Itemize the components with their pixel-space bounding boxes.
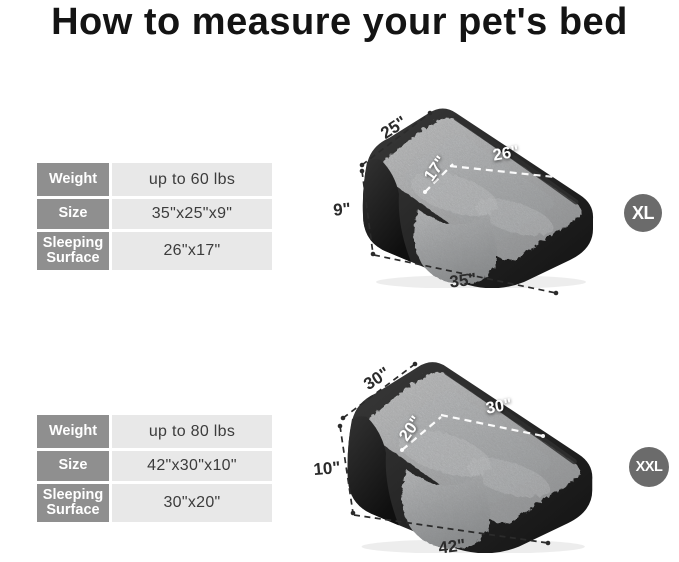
bed-figure-xl: 25" 9" 35" 17" 26" — [320, 78, 620, 303]
dimension-endpoint-dot — [541, 434, 545, 438]
size-badge-xl: XL — [624, 194, 662, 232]
spec-label: Weight — [37, 163, 109, 196]
spec-value: 26"x17" — [112, 232, 272, 270]
dimension-line-inner-length — [440, 413, 544, 438]
dimension-lines-xl — [359, 110, 575, 296]
dimension-lines-xxl — [337, 361, 551, 546]
spec-label: Sleeping Surface — [37, 484, 109, 522]
spec-label: Weight — [37, 415, 109, 448]
dimension-endpoint-dot — [350, 510, 356, 516]
dimension-label-bottom: 35" — [448, 269, 478, 292]
dimension-line-bottom — [353, 514, 549, 544]
spec-label: Sleeping Surface — [37, 232, 109, 270]
spec-value: 42"x30"x10" — [112, 451, 272, 481]
dimension-line-top — [361, 112, 431, 166]
spec-table-xxl: Weight up to 80 lbs Size 42"x30"x10" Sle… — [37, 415, 272, 522]
page-title: How to measure your pet's bed — [51, 1, 628, 43]
dimension-endpoint-dot — [545, 540, 551, 546]
dimension-endpoint-dot — [571, 177, 575, 181]
spec-label: Size — [37, 451, 109, 481]
size-badge-xxl: XXL — [629, 447, 669, 487]
dimension-line-top — [342, 363, 416, 419]
dimension-endpoint-dot — [423, 190, 427, 194]
spec-value: up to 60 lbs — [112, 163, 272, 196]
dimension-endpoint-dot — [359, 168, 365, 174]
dimension-endpoint-dot — [412, 361, 418, 367]
dimension-endpoint-dot — [359, 162, 365, 168]
dimension-line-height — [339, 425, 354, 514]
dimension-endpoint-dot — [337, 423, 343, 429]
dimension-endpoint-dot — [553, 290, 559, 296]
spec-value: up to 80 lbs — [112, 415, 272, 448]
spec-table-xl: Weight up to 60 lbs Size 35"x25"x9" Slee… — [37, 163, 272, 270]
dimension-label-bottom: 42" — [437, 535, 467, 558]
dimension-label-height: 9" — [332, 199, 352, 220]
dimension-line-inner-length — [449, 164, 574, 181]
dimension-endpoint-dot — [400, 448, 404, 452]
spec-label: Size — [37, 199, 109, 229]
dimension-label-height: 10" — [312, 457, 342, 480]
spec-value: 30"x20" — [112, 484, 272, 522]
dimension-line-inner-width — [401, 416, 442, 451]
dimension-line-height — [361, 170, 374, 255]
dimension-endpoint-dot — [427, 110, 433, 116]
dimension-line-inner-width — [424, 163, 454, 193]
dimension-endpoint-dot — [340, 415, 346, 421]
bed-figure-xxl: 30" 10" 42" 20" 30" — [312, 345, 625, 562]
spec-value: 35"x25"x9" — [112, 199, 272, 229]
